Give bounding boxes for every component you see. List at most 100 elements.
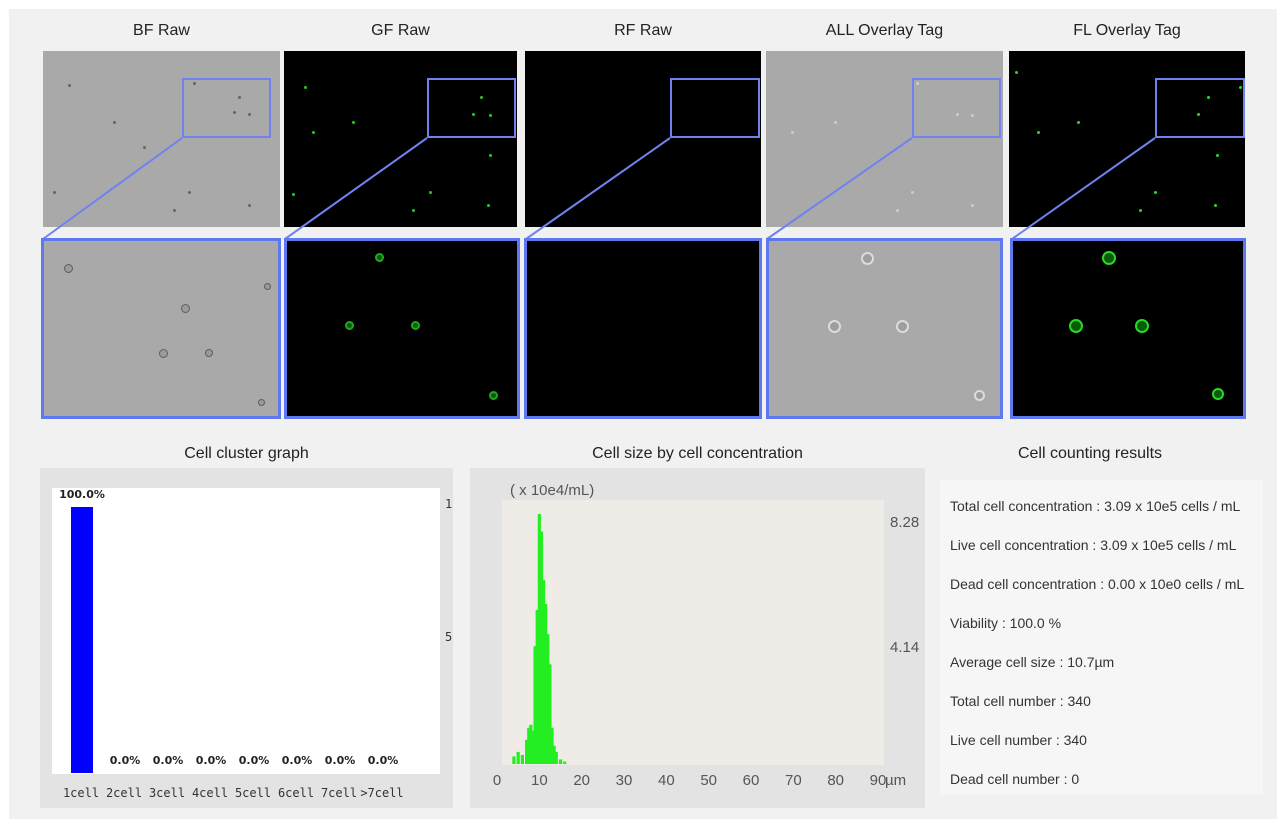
size-bar: [544, 603, 548, 764]
result-total-concentration: Total cell concentration : 3.09 x 10e5 c…: [950, 498, 1241, 514]
bf-cell: [264, 283, 271, 290]
bf-cell-speck: [173, 209, 176, 212]
gf-cell: [375, 253, 384, 262]
size-x-tick: 10: [531, 772, 548, 789]
gf-roi-box[interactable]: [427, 78, 516, 138]
title-fl-overlay: FL Overlay Tag: [1073, 22, 1181, 39]
size-bar: [554, 751, 558, 764]
all-roi-box[interactable]: [912, 78, 1001, 138]
size-bar: [537, 514, 541, 764]
results-title: Cell counting results: [1017, 445, 1163, 462]
bf-cell: [159, 349, 168, 358]
overlay-cell-speck: [791, 131, 794, 134]
size-bar: [541, 579, 546, 764]
size-x-tick: 20: [573, 772, 590, 789]
cluster-bar-label: 0.0%: [153, 754, 184, 767]
rf-zoom-view[interactable]: [524, 238, 762, 419]
cluster-bar-label: 0.0%: [196, 754, 227, 767]
title-all-overlay: ALL Overlay Tag: [825, 22, 944, 39]
cluster-y-tick: 50: [445, 630, 453, 644]
bf-zoom-view[interactable]: [41, 238, 281, 419]
results-panel: [940, 480, 1263, 795]
fl-cell: [1102, 251, 1116, 265]
result-total-number: Total cell number : 340: [950, 693, 1091, 709]
cluster-category-label: >7cell: [360, 786, 403, 800]
size-graph-title: Cell size by cell concentration: [592, 445, 803, 462]
size-bar: [558, 759, 563, 764]
gf-cell-speck: [412, 209, 415, 212]
size-x-tick: 80: [827, 772, 844, 789]
bf-cell-speck: [193, 82, 196, 85]
size-bar: [525, 739, 529, 764]
cluster-category-label: 2cell: [106, 786, 142, 800]
cluster-bar-label: 0.0%: [368, 754, 399, 767]
gf-zoom-view[interactable]: [284, 238, 520, 419]
rf-roi-box[interactable]: [670, 78, 760, 138]
result-viability: Viability : 100.0 %: [950, 615, 1062, 631]
fl-overlay-zoom-view[interactable]: [1010, 238, 1246, 419]
cluster-bar: [71, 507, 93, 773]
size-bar: [546, 634, 550, 764]
gf-cell-speck: [487, 204, 490, 207]
cluster-graph-title: Cell cluster graph: [184, 445, 309, 462]
overlay-cell-speck: [956, 113, 959, 116]
cluster-graph-chart: 100.0% 1cell 0.0% 2cell 0.0% 3cell 0.0% 4cell 0.…: [52, 488, 453, 800]
bf-cell-speck: [53, 191, 56, 194]
size-bar: [552, 745, 556, 764]
size-plot-area: [502, 500, 884, 765]
cluster-bar-label: 100.0%: [59, 488, 105, 501]
bf-cell-speck: [248, 113, 251, 116]
size-x-tick: 0: [493, 772, 501, 789]
overlay-cell: [974, 390, 985, 401]
overlay-cell-speck: [971, 204, 974, 207]
title-bf-raw: BF Raw: [133, 22, 190, 39]
gf-cell-speck: [489, 154, 492, 157]
bf-roi-box[interactable]: [182, 78, 271, 138]
fl-cell-speck: [1077, 121, 1080, 124]
gf-cell-speck: [304, 86, 307, 89]
cluster-plot-area: [52, 488, 440, 774]
overlay-cell-speck: [971, 114, 974, 117]
bf-cell-speck: [68, 84, 71, 87]
size-x-tick: 40: [658, 772, 675, 789]
fl-cell-speck: [1015, 71, 1018, 74]
size-bar: [533, 646, 537, 764]
gf-cell: [411, 321, 420, 330]
cluster-category-label: 4cell: [192, 786, 228, 800]
cluster-y-tick: 100: [445, 497, 453, 511]
gf-cell-speck: [292, 193, 295, 196]
size-bar: [563, 761, 567, 764]
bf-cell-speck: [188, 191, 191, 194]
fl-cell-speck: [1139, 209, 1142, 212]
fl-cell-speck: [1216, 154, 1219, 157]
fl-roi-box[interactable]: [1155, 78, 1245, 138]
fl-cell-speck: [1239, 86, 1242, 89]
size-bar: [535, 610, 539, 764]
result-live-number: Live cell number : 340: [950, 732, 1087, 748]
cluster-category-label: 5cell: [235, 786, 271, 800]
gf-cell: [345, 321, 354, 330]
gf-cell-speck: [312, 131, 315, 134]
cluster-category-label: 7cell: [321, 786, 357, 800]
size-bar: [539, 531, 544, 764]
overlay-cell: [861, 252, 874, 265]
size-x-unit: µm: [885, 772, 906, 789]
size-x-tick: 60: [743, 772, 760, 789]
fl-cell-speck: [1197, 113, 1200, 116]
fl-cell: [1212, 388, 1224, 400]
gf-cell-speck: [352, 121, 355, 124]
size-bar: [516, 751, 520, 764]
fl-cell-speck: [1154, 191, 1157, 194]
all-overlay-zoom-view[interactable]: [766, 238, 1003, 419]
cluster-bar-label: 0.0%: [239, 754, 270, 767]
overlay-cell: [828, 320, 841, 333]
bf-cell-speck: [143, 146, 146, 149]
gf-cell-speck: [472, 113, 475, 116]
bf-cell: [258, 399, 265, 406]
cluster-category-label: 3cell: [149, 786, 185, 800]
gf-cell-speck: [489, 114, 492, 117]
title-gf-raw: GF Raw: [371, 22, 430, 39]
overlay-cell-speck: [916, 82, 919, 85]
bf-cell: [181, 304, 190, 313]
fl-cell: [1135, 319, 1149, 333]
